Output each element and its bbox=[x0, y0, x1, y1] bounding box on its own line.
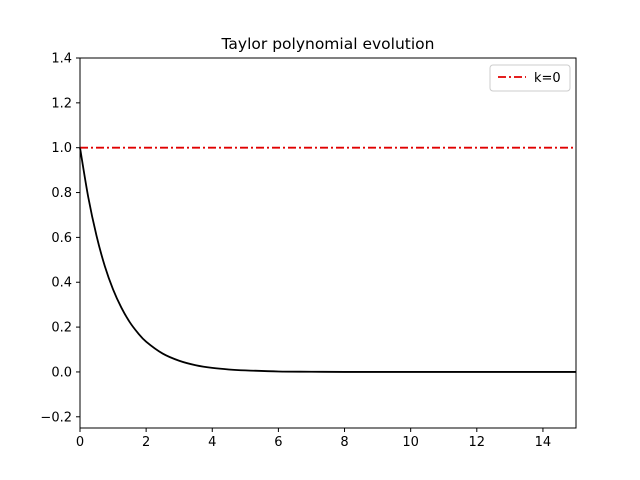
y-tick-label: 0.4 bbox=[51, 276, 72, 291]
x-tick-label: 14 bbox=[535, 435, 552, 450]
x-tick-label: 12 bbox=[469, 435, 486, 450]
y-tick-label: 0.8 bbox=[51, 186, 72, 201]
x-tick-label: 6 bbox=[274, 435, 282, 450]
x-tick-label: 4 bbox=[208, 435, 216, 450]
legend-box bbox=[489, 64, 571, 92]
x-axis: 0 2 4 6 8 10 12 14 bbox=[76, 428, 551, 450]
y-tick-label: 1.4 bbox=[51, 52, 72, 67]
series-layer bbox=[79, 146, 576, 373]
plot-frame bbox=[79, 57, 577, 429]
x-tick-label: 8 bbox=[340, 435, 348, 450]
x-tick-label: 2 bbox=[142, 435, 150, 450]
y-tick-label: 1.2 bbox=[51, 96, 72, 111]
y-tick-label: 0.0 bbox=[51, 365, 72, 380]
series-line-0 bbox=[79, 147, 576, 373]
x-tick-label: 0 bbox=[76, 435, 84, 450]
x-tick-label: 10 bbox=[402, 435, 419, 450]
legend: k=0 bbox=[489, 64, 571, 92]
y-tick-label: −0.2 bbox=[40, 410, 72, 425]
y-axis: −0.2 0.0 0.2 0.4 0.6 0.8 1.0 1.2 1.4 bbox=[40, 52, 80, 425]
legend-label-k0: k=0 bbox=[534, 71, 561, 86]
y-tick-label: 0.2 bbox=[51, 321, 72, 336]
chart-title: Taylor polynomial evolution bbox=[221, 35, 435, 53]
y-tick-label: 0.6 bbox=[51, 231, 72, 246]
y-tick-label: 1.0 bbox=[51, 141, 72, 156]
